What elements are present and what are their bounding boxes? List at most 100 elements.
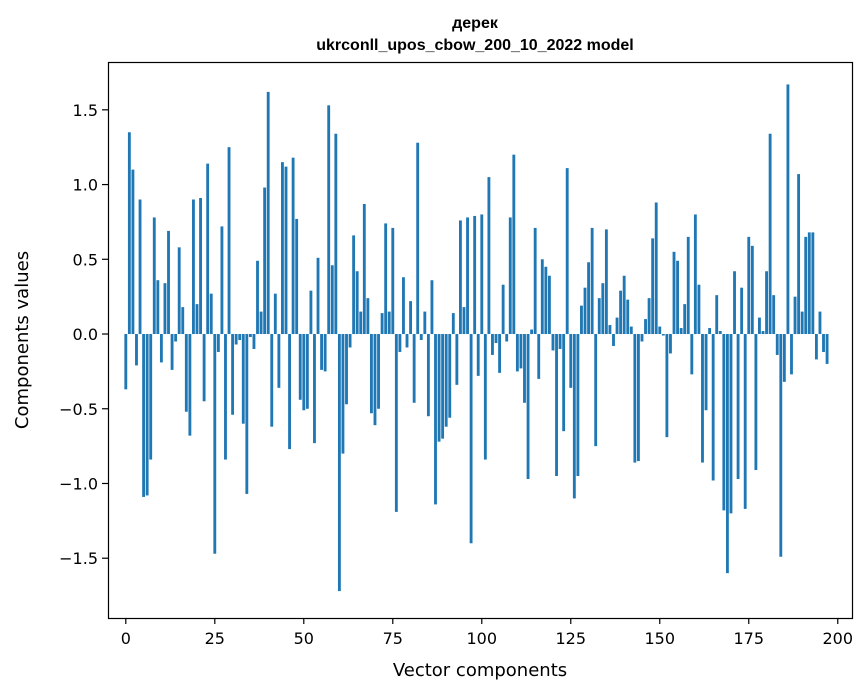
bar-66 xyxy=(359,311,363,335)
bar-72 xyxy=(380,313,384,335)
bar-35 xyxy=(248,334,252,338)
bar-162 xyxy=(701,334,704,463)
bar-97 xyxy=(469,334,473,544)
bar-188 xyxy=(793,296,797,335)
bar-123 xyxy=(562,334,566,432)
bar-67 xyxy=(362,203,366,335)
bar-73 xyxy=(384,223,388,335)
bar-105 xyxy=(498,334,502,373)
bar-15 xyxy=(177,247,181,335)
bar-68 xyxy=(366,298,370,335)
bar-120 xyxy=(551,334,555,351)
y-axis-ticks: −1.5 −1.0 −0.5 0.0 0.5 1.0 1.5 xyxy=(59,101,108,568)
bar-57 xyxy=(327,105,331,335)
bar-148 xyxy=(651,238,655,335)
bar-142 xyxy=(629,326,633,335)
bar-41 xyxy=(270,334,274,427)
bar-34 xyxy=(245,334,249,494)
bar-179 xyxy=(761,331,765,335)
bar-80 xyxy=(409,301,413,335)
bar-119 xyxy=(547,275,551,335)
bar-175 xyxy=(747,236,751,335)
bar-3 xyxy=(135,334,138,366)
bar-98 xyxy=(473,215,477,335)
bar-10 xyxy=(159,334,163,363)
bar-126 xyxy=(572,334,576,499)
bar-103 xyxy=(491,334,494,355)
bar-28 xyxy=(224,334,227,460)
bar-136 xyxy=(608,325,612,335)
bar-155 xyxy=(676,260,679,335)
bar-147 xyxy=(647,298,651,335)
bar-8 xyxy=(152,217,156,335)
bar-130 xyxy=(587,262,590,335)
bar-79 xyxy=(405,334,409,348)
bar-92 xyxy=(451,313,455,335)
bar-172 xyxy=(736,334,740,479)
bar-5 xyxy=(142,334,146,497)
bar-135 xyxy=(604,229,608,335)
bar-58 xyxy=(330,265,334,335)
bar-18 xyxy=(188,334,192,436)
bar-20 xyxy=(195,304,199,335)
bar-115 xyxy=(533,227,537,335)
bar-69 xyxy=(370,334,373,414)
bar-71 xyxy=(377,334,380,409)
bar-193 xyxy=(811,232,815,335)
bar-191 xyxy=(804,236,808,335)
bar-137 xyxy=(612,334,615,346)
bar-11 xyxy=(163,283,167,335)
bar-102 xyxy=(487,177,491,335)
bar-99 xyxy=(476,334,480,376)
bar-192 xyxy=(807,232,811,335)
x-axis-ticks: 0 25 50 75 100 125 150 175 200 xyxy=(121,618,853,648)
plot-frame xyxy=(107,61,854,620)
bar-77 xyxy=(398,334,402,352)
bar-108 xyxy=(508,217,512,335)
x-tick-label: 50 xyxy=(294,629,314,648)
bar-78 xyxy=(402,277,405,335)
bar-25 xyxy=(213,334,217,554)
bar-9 xyxy=(156,280,160,335)
bar-19 xyxy=(192,199,195,335)
x-tick-label: 175 xyxy=(733,629,764,648)
bar-100 xyxy=(480,214,484,335)
bar-39 xyxy=(263,187,267,335)
bar-43 xyxy=(277,334,281,388)
bar-94 xyxy=(459,220,462,335)
bar-144 xyxy=(636,334,640,462)
x-tick-label: 25 xyxy=(205,629,225,648)
bar-29 xyxy=(227,147,231,335)
bar-117 xyxy=(540,259,544,335)
bar-165 xyxy=(711,334,715,481)
bar-32 xyxy=(238,334,242,340)
bar-6 xyxy=(145,334,149,496)
bar-87 xyxy=(434,334,437,505)
y-tick-label: −1.0 xyxy=(59,474,98,493)
x-axis-label: Vector components xyxy=(393,660,567,681)
bar-121 xyxy=(555,334,558,477)
bar-180 xyxy=(765,271,768,335)
bar-13 xyxy=(170,334,174,370)
bar-171 xyxy=(733,271,736,335)
bar-112 xyxy=(523,334,526,403)
bar-113 xyxy=(526,334,530,479)
bar-161 xyxy=(697,284,701,335)
bar-95 xyxy=(462,307,466,335)
bar-128 xyxy=(580,305,583,335)
bar-55 xyxy=(320,334,324,370)
bar-124 xyxy=(565,168,569,335)
bar-60 xyxy=(337,334,341,592)
bar-7 xyxy=(149,334,153,460)
bar-31 xyxy=(234,334,238,345)
bar-190 xyxy=(800,311,804,335)
bar-195 xyxy=(818,311,822,335)
bar-160 xyxy=(693,214,697,335)
bar-196 xyxy=(822,334,825,352)
bar-183 xyxy=(775,334,779,355)
bar-111 xyxy=(519,334,523,369)
bar-134 xyxy=(601,283,605,335)
bar-158 xyxy=(686,236,690,335)
bar-82 xyxy=(416,142,420,335)
